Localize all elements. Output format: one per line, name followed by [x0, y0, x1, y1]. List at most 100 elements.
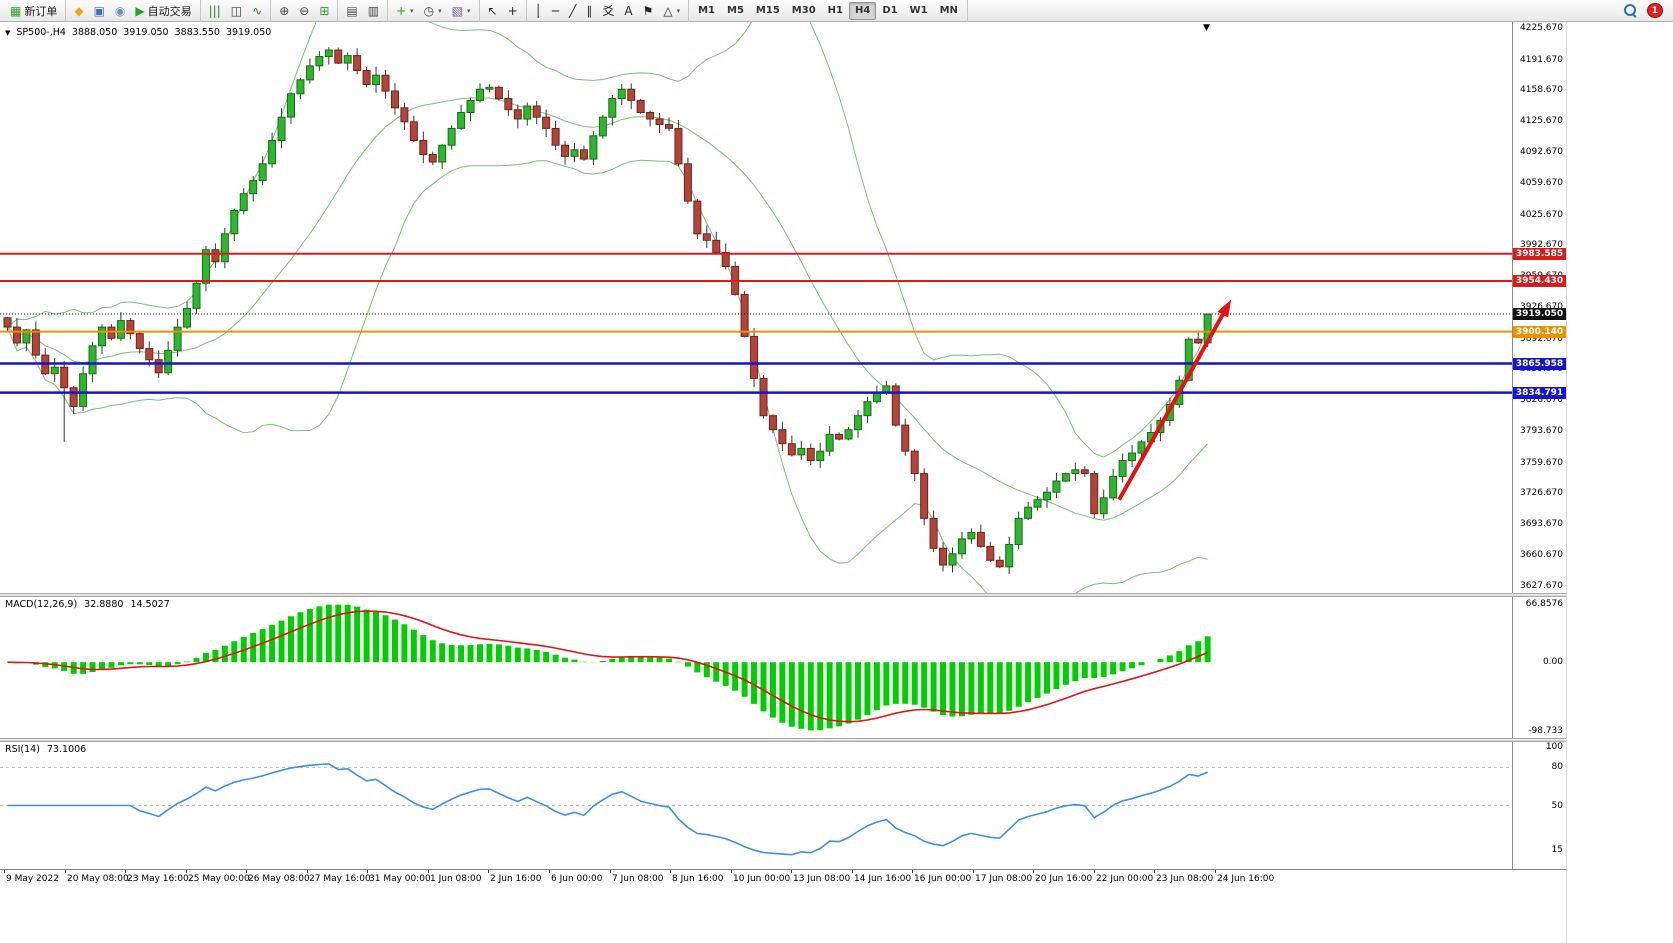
timeframe-m30-button[interactable]: M30 — [791, 5, 816, 16]
vertical-line-button[interactable]: │ — [530, 2, 547, 20]
timeframe-m1-button[interactable]: M1 — [698, 5, 715, 16]
symbol-period-label: SP500-,H4 — [16, 27, 66, 38]
macd-signal-value: 14.5027 — [130, 599, 170, 610]
auto-trading-button[interactable]: ▶ 自动交易 — [130, 2, 196, 20]
zoom-out-icon: ⊖ — [299, 3, 310, 18]
tile-windows-button[interactable]: ▤ — [341, 2, 362, 20]
chart-expand-icon[interactable]: ▼ — [5, 28, 11, 37]
trendline-button[interactable]: ╱ — [564, 2, 581, 20]
rsi-axis-label: 50 — [1551, 801, 1563, 811]
ohlc-close: 3919.050 — [225, 27, 272, 38]
periods-icon: ◷ — [423, 3, 435, 18]
timeframe-m15-button[interactable]: M15 — [755, 5, 780, 16]
panel-splitter[interactable] — [0, 593, 1566, 597]
rsi-axis[interactable]: 100 80 50 15 — [1512, 742, 1566, 869]
templates-icon: ▧ — [451, 3, 463, 18]
macd-axis-label: -98.733 — [1528, 726, 1563, 736]
time-axis-tick — [912, 870, 913, 873]
horizontal-line-button[interactable]: ─ — [547, 2, 564, 20]
toolbar-groups: ▦ 新订单 ◆ ▣ ◉ ▶ 自动交易 ||| ◫ ∿ ⊕ ⊖ ⊞ ▤ ▥ + ▾ ◷ ▾ ▧ ▾ ↖ + │ ─ ╱ ∥ 爻 A ⚑ △ ▾ M… — [2, 0, 968, 22]
trendline-icon: ╱ — [569, 3, 577, 18]
mql-editor-icon: ◆ — [74, 3, 84, 18]
ohlc-low: 3883.550 — [174, 27, 220, 38]
chart-window-button[interactable]: ▣ — [89, 2, 110, 20]
shapes-icon: △ — [663, 3, 673, 18]
price-axis-label: 3693.670 — [1520, 519, 1563, 529]
text-button[interactable]: A — [619, 2, 637, 20]
grid-button[interactable]: ⊞ — [314, 2, 334, 20]
timeframe-h4-button[interactable]: H4 — [849, 1, 877, 20]
time-axis-label: 1 Jun 08:00 — [430, 874, 482, 884]
window-list-button[interactable]: ▥ — [363, 2, 384, 20]
shapes-button[interactable]: △ ▾ — [658, 2, 685, 20]
main-toolbar: ▦ 新订单 ◆ ▣ ◉ ▶ 自动交易 ||| ◫ ∿ ⊕ ⊖ ⊞ ▤ ▥ + ▾ ◷ ▾ ▧ ▾ ↖ + │ ─ ╱ ∥ 爻 A ⚑ △ ▾ M… — [0, 0, 1673, 22]
chevron-down-icon: ▾ — [410, 6, 414, 15]
channel-icon: ∥ — [586, 3, 593, 18]
search-icon[interactable] — [1623, 4, 1637, 17]
time-axis[interactable]: 9 May 2022 20 May 08:00 23 May 16:00 25 May… — [0, 869, 1566, 886]
price-level-tag: 3983.585 — [1513, 248, 1566, 260]
community-icon: ◉ — [114, 3, 126, 18]
timeframe-mn-button[interactable]: MN — [939, 5, 958, 16]
time-axis-label: 26 May 08:00 — [248, 874, 310, 884]
fibonacci-button[interactable]: 爻 — [597, 2, 619, 20]
new-order-icon: ▦ — [10, 3, 22, 18]
rsi-axis-label: 100 — [1545, 742, 1563, 752]
indicators-button[interactable]: + ▾ — [391, 2, 419, 20]
time-axis-tick — [367, 870, 368, 873]
zoom-out-button[interactable]: ⊖ — [294, 2, 314, 20]
price-chart-canvas[interactable] — [0, 22, 1512, 593]
price-axis-label: 3759.670 — [1520, 458, 1563, 468]
autoscroll-marker-icon[interactable]: ▼ — [1203, 23, 1210, 33]
time-axis-tick — [186, 870, 187, 873]
rsi-axis-label: 80 — [1551, 762, 1563, 772]
line-chart-button[interactable]: ∿ — [247, 2, 267, 20]
label-button[interactable]: ⚑ — [638, 2, 659, 20]
vertical-line-icon: │ — [534, 3, 542, 18]
timeframe-h1-button[interactable]: H1 — [827, 5, 843, 16]
time-axis-tick — [852, 870, 853, 873]
chart-symbol-info: ▼ SP500-,H4 3888.050 3919.050 3883.550 3… — [5, 27, 271, 38]
time-axis-tick — [428, 870, 429, 873]
cursor-button[interactable]: ↖ — [483, 2, 503, 20]
timeframe-d1-button[interactable]: D1 — [882, 5, 898, 16]
bars-chart-button[interactable]: ||| — [204, 2, 226, 20]
channel-button[interactable]: ∥ — [581, 2, 597, 20]
time-axis-tick — [4, 870, 5, 873]
timeframe-w1-button[interactable]: W1 — [909, 5, 928, 16]
periods-button[interactable]: ◷ ▾ — [419, 2, 447, 20]
time-axis-label: 20 Jun 16:00 — [1035, 874, 1093, 884]
toolbar-right: 1 — [1623, 3, 1671, 18]
time-axis-label: 2 Jun 16:00 — [490, 874, 542, 884]
rsi-canvas[interactable] — [0, 742, 1512, 869]
price-axis-label: 4092.670 — [1520, 147, 1563, 157]
price-axis-label: 4225.670 — [1520, 23, 1563, 33]
time-axis-label: 16 Jun 00:00 — [914, 874, 972, 884]
notification-badge[interactable]: 1 — [1646, 3, 1663, 18]
chevron-down-icon: ▾ — [676, 6, 681, 15]
macd-axis[interactable]: 66.8576 0.00 -98.733 — [1512, 597, 1566, 738]
price-axis-label: 3627.670 — [1520, 581, 1563, 591]
time-axis-tick — [1154, 870, 1155, 873]
time-axis-label: 14 Jun 16:00 — [854, 874, 912, 884]
candlestick-chart-button[interactable]: ◫ — [226, 2, 247, 20]
macd-canvas[interactable] — [0, 597, 1512, 738]
time-axis-tick — [1033, 870, 1034, 873]
templates-button[interactable]: ▧ ▾ — [447, 2, 476, 20]
timeframe-m5-button[interactable]: M5 — [727, 5, 744, 16]
panel-splitter[interactable] — [0, 738, 1566, 742]
time-axis-label: 31 May 00:00 — [369, 874, 431, 884]
rsi-name: RSI(14) — [5, 744, 40, 755]
price-axis-label: 4125.670 — [1520, 116, 1563, 126]
time-axis-tick — [670, 870, 671, 873]
new-order-button[interactable]: ▦ 新订单 — [5, 2, 62, 20]
crosshair-button[interactable]: + — [503, 2, 523, 20]
price-axis[interactable]: 4225.670 4191.670 4158.670 4125.670 4092.670… — [1512, 22, 1566, 593]
time-axis-label: 20 May 08:00 — [67, 874, 129, 884]
time-axis-label: 23 Jun 08:00 — [1156, 874, 1214, 884]
mql-editor-button[interactable]: ◆ — [69, 2, 88, 20]
time-axis-label: 7 Jun 08:00 — [612, 874, 664, 884]
zoom-in-button[interactable]: ⊕ — [274, 2, 294, 20]
toolbar-group: ⊕ ⊖ ⊞ — [271, 0, 339, 22]
community-button[interactable]: ◉ — [110, 2, 130, 20]
